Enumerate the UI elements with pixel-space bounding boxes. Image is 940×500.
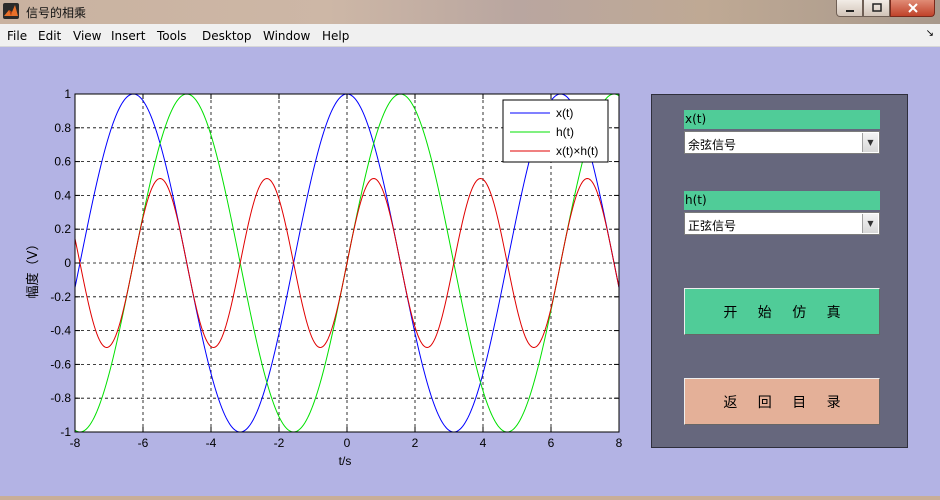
menu-help[interactable]: Help xyxy=(322,29,350,43)
x-signal-value: 余弦信号 xyxy=(688,138,737,152)
maximize-button[interactable] xyxy=(863,0,890,17)
menu-bar: File Edit View Insert Tools Desktop Wind… xyxy=(0,24,940,47)
title-bar[interactable]: 信号的相乘 xyxy=(0,0,940,24)
dropdown-arrow-icon[interactable]: ▼ xyxy=(862,133,878,152)
x-signal-select[interactable]: 余弦信号 ▼ xyxy=(684,131,880,154)
dropdown-arrow-icon[interactable]: ▼ xyxy=(862,214,878,233)
h-signal-select[interactable]: 正弦信号 ▼ xyxy=(684,212,880,235)
menu-insert[interactable]: Insert xyxy=(111,29,146,43)
minimize-icon xyxy=(845,10,854,12)
menu-desktop[interactable]: Desktop xyxy=(202,29,252,43)
menu-edit[interactable]: Edit xyxy=(38,29,62,43)
menu-tools[interactable]: Tools xyxy=(157,29,187,43)
h-signal-value: 正弦信号 xyxy=(688,219,737,233)
start-simulation-button[interactable]: 开 始 仿 真 xyxy=(684,288,880,335)
x-signal-label: x(t) xyxy=(684,110,880,129)
matlab-icon xyxy=(3,3,19,19)
return-menu-button[interactable]: 返 回 目 录 xyxy=(684,378,880,425)
window-border xyxy=(0,496,940,500)
close-button[interactable] xyxy=(890,0,935,17)
maximize-icon xyxy=(871,3,882,12)
dock-arrow-icon[interactable]: ↘ xyxy=(925,28,934,39)
minimize-button[interactable] xyxy=(836,0,863,17)
menu-window[interactable]: Window xyxy=(263,29,311,43)
window-title: 信号的相乘 xyxy=(26,6,87,20)
close-icon xyxy=(907,3,918,13)
menu-file[interactable]: File xyxy=(7,29,28,43)
menu-view[interactable]: View xyxy=(73,29,102,43)
h-signal-label: h(t) xyxy=(684,191,880,210)
